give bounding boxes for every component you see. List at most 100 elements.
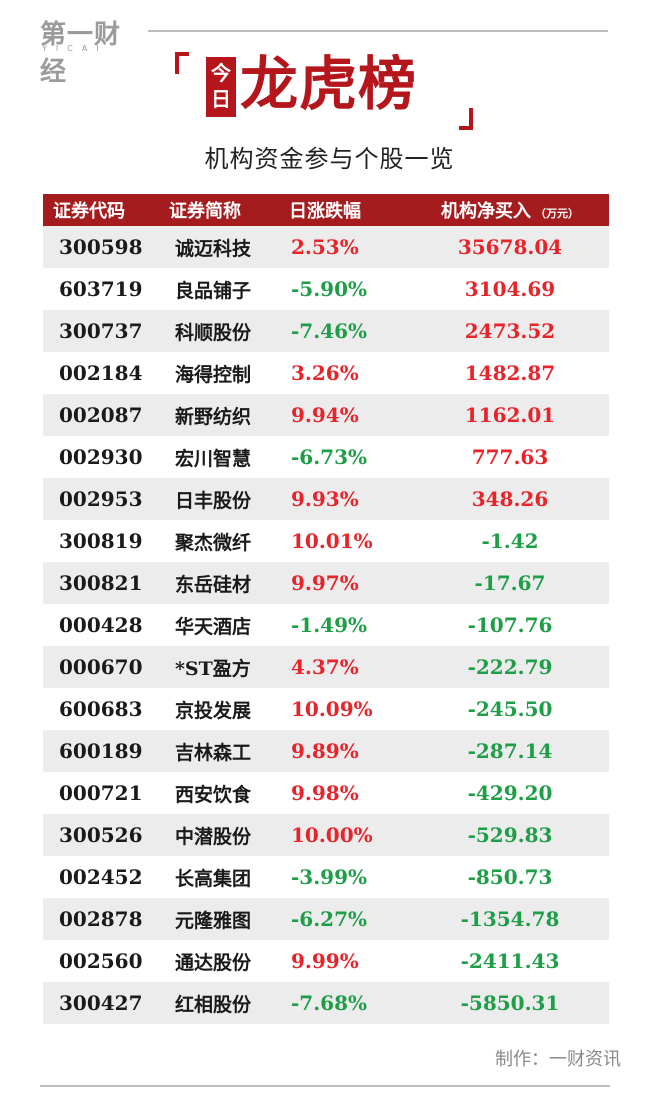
table-row: 300526 中潜股份 10.00% -529.83 [43, 814, 609, 856]
cell-change: -6.27% [291, 907, 368, 931]
cell-change: 9.89% [291, 739, 359, 763]
cell-code: 000670 [59, 655, 143, 679]
table-row: 002560 通达股份 9.99% -2411.43 [43, 940, 609, 982]
table-row: 000428 华天酒店 -1.49% -107.76 [43, 604, 609, 646]
table-header: 证券代码 证券简称 日涨跌幅 机构净买入 （万元） [43, 194, 609, 226]
header-code: 证券代码 [53, 201, 125, 222]
cell-change: -3.99% [291, 865, 368, 889]
table-row: 603719 良品铺子 -5.90% 3104.69 [43, 268, 609, 310]
cell-code: 002452 [59, 865, 143, 889]
table-row: 300821 东岳硅材 9.97% -17.67 [43, 562, 609, 604]
cell-net-buy: 1482.87 [464, 361, 556, 385]
footer-credit: 制作：一财资讯 [495, 1049, 621, 1070]
bottom-divider [40, 1085, 610, 1087]
cell-net-buy: -850.73 [467, 865, 553, 889]
table-row: 002878 元隆雅图 -6.27% -1354.78 [43, 898, 609, 940]
table-row: 000721 西安饮食 9.98% -429.20 [43, 772, 609, 814]
cell-name: 京投发展 [175, 699, 252, 722]
cell-change: 9.93% [291, 487, 359, 511]
cell-net-buy: 3104.69 [464, 277, 556, 301]
header-change: 日涨跌幅 [289, 201, 361, 222]
title-bracket-open [175, 52, 189, 74]
cell-code: 603719 [59, 277, 143, 301]
cell-code: 002930 [59, 445, 143, 469]
header-name: 证券简称 [169, 201, 241, 222]
table-row: 002452 长高集团 -3.99% -850.73 [43, 856, 609, 898]
table-row: 002953 日丰股份 9.93% 348.26 [43, 478, 609, 520]
cell-change: -5.90% [291, 277, 368, 301]
table-row: 002184 海得控制 3.26% 1482.87 [43, 352, 609, 394]
table-row: 600683 京投发展 10.09% -245.50 [43, 688, 609, 730]
header-net-label: 机构净买入 [441, 201, 531, 222]
logo-sub-text: YICAI [42, 44, 108, 53]
cell-code: 002953 [59, 487, 143, 511]
cell-net-buy: -245.50 [467, 697, 553, 721]
table-row: 000670 *ST盈方 4.37% -222.79 [43, 646, 609, 688]
table-row: 002930 宏川智慧 -6.73% 777.63 [43, 436, 609, 478]
cell-net-buy: -1.42 [481, 529, 539, 553]
table-row: 600189 吉林森工 9.89% -287.14 [43, 730, 609, 772]
cell-net-buy: -222.79 [467, 655, 553, 679]
cell-change: -7.68% [291, 991, 368, 1015]
cell-net-buy: -287.14 [467, 739, 553, 763]
top-divider [148, 30, 608, 32]
cell-name: 诚迈科技 [175, 237, 252, 260]
table-body: 300598 诚迈科技 2.53% 35678.04 603719 良品铺子 -5.90% 3… [43, 226, 609, 1024]
cell-code: 002560 [59, 949, 143, 973]
cell-code: 002087 [59, 403, 143, 427]
cell-name: 日丰股份 [175, 489, 252, 512]
cell-name: 长高集团 [175, 867, 252, 890]
cell-name: 红相股份 [175, 993, 252, 1016]
cell-change: 10.00% [291, 823, 373, 847]
cell-code: 300821 [59, 571, 143, 595]
cell-name: 东岳硅材 [175, 573, 252, 596]
cell-net-buy: 2473.52 [464, 319, 556, 343]
institution-table: 证券代码 证券简称 日涨跌幅 机构净买入 （万元） 300598 诚迈科技 2.53%… [43, 194, 609, 1024]
cell-code: 300819 [59, 529, 143, 553]
cell-name: 聚杰微纤 [175, 531, 252, 554]
cell-net-buy: 348.26 [471, 487, 549, 511]
cell-change: 9.98% [291, 781, 359, 805]
cell-code: 000428 [59, 613, 143, 637]
cell-code: 002878 [59, 907, 143, 931]
cell-name: 中潜股份 [175, 825, 252, 848]
cell-net-buy: 777.63 [471, 445, 549, 469]
cell-net-buy: 1162.01 [464, 403, 556, 427]
yicai-logo: 第一财经 YICAI [40, 14, 138, 87]
cell-code: 300427 [59, 991, 143, 1015]
header-unit: （万元） [535, 207, 579, 220]
table-row: 300819 聚杰微纤 10.01% -1.42 [43, 520, 609, 562]
today-badge: 今 日 [206, 57, 236, 117]
cell-name: 宏川智慧 [175, 447, 252, 470]
cell-name: 良品铺子 [175, 279, 252, 302]
cell-name: *ST盈方 [175, 657, 251, 680]
cell-net-buy: -429.20 [467, 781, 553, 805]
cell-change: 10.09% [291, 697, 373, 721]
cell-code: 300526 [59, 823, 143, 847]
header-net-buy: 机构净买入 （万元） [411, 197, 609, 223]
cell-net-buy: -17.67 [474, 571, 546, 595]
logo-main-text: 第一财经 [40, 20, 122, 87]
cell-code: 300737 [59, 319, 143, 343]
cell-change: 4.37% [291, 655, 359, 679]
cell-net-buy: -107.76 [467, 613, 553, 637]
page-subtitle: 机构资金参与个股一览 [204, 145, 455, 173]
cell-change: 9.94% [291, 403, 359, 427]
today-badge-char-1: 今 [211, 61, 231, 85]
title-bracket-close [459, 108, 473, 130]
cell-code: 000721 [59, 781, 143, 805]
cell-name: 海得控制 [175, 363, 252, 386]
today-badge-char-2: 日 [211, 87, 231, 111]
cell-change: -1.49% [291, 613, 368, 637]
cell-name: 通达股份 [175, 951, 252, 974]
cell-name: 西安饮食 [175, 783, 252, 806]
cell-name: 科顺股份 [175, 321, 252, 344]
page-title: 龙虎榜 [240, 50, 418, 118]
cell-change: 3.26% [291, 361, 359, 385]
cell-net-buy: 35678.04 [457, 235, 563, 259]
cell-name: 新野纺织 [175, 405, 252, 428]
cell-net-buy: -2411.43 [460, 949, 560, 973]
cell-code: 600683 [59, 697, 143, 721]
cell-net-buy: -529.83 [467, 823, 553, 847]
cell-name: 吉林森工 [175, 741, 252, 764]
